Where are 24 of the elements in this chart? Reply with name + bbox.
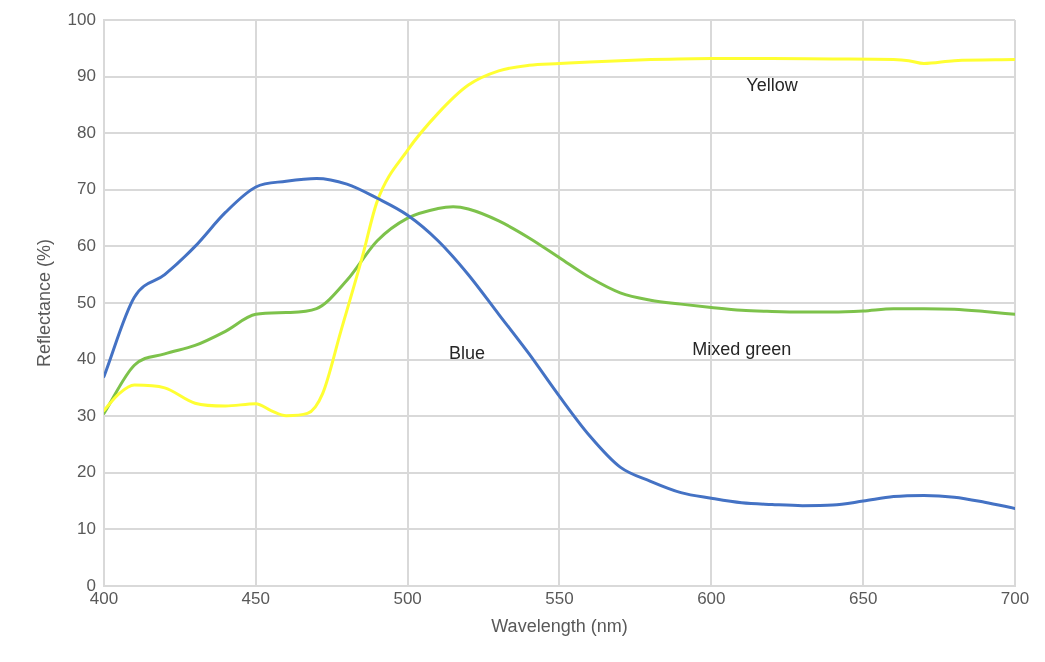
y-axis-title: Reflectance (%) bbox=[33, 238, 54, 368]
x-tick-label: 700 bbox=[1000, 588, 1030, 608]
x-tick-label: 650 bbox=[848, 588, 878, 608]
y-tick-label: 100 bbox=[67, 9, 96, 29]
x-tick-label: 600 bbox=[697, 588, 726, 608]
x-tick-label: 500 bbox=[393, 588, 422, 608]
line-series bbox=[103, 205, 1015, 415]
y-tick-label: 70 bbox=[77, 179, 96, 199]
y-tick-label: 60 bbox=[77, 236, 96, 256]
y-tick-label: 30 bbox=[77, 405, 96, 425]
x-tick-label: 450 bbox=[241, 588, 270, 608]
y-tick-label: 80 bbox=[77, 122, 96, 142]
series-label: Blue bbox=[449, 342, 486, 363]
y-tick-label: 90 bbox=[77, 66, 96, 86]
y-tick-label: 50 bbox=[77, 292, 96, 312]
series-label: Mixed green bbox=[692, 339, 792, 360]
x-axis-title: Wavelength (nm) bbox=[491, 616, 628, 637]
line-series bbox=[103, 56, 1015, 418]
x-tick-label: 550 bbox=[545, 588, 574, 608]
y-tick-label: 20 bbox=[77, 462, 96, 482]
y-tick-label: 40 bbox=[77, 349, 96, 369]
series-label: Yellow bbox=[746, 75, 799, 96]
y-tick-label: 10 bbox=[77, 519, 96, 539]
line-series bbox=[103, 176, 1015, 510]
